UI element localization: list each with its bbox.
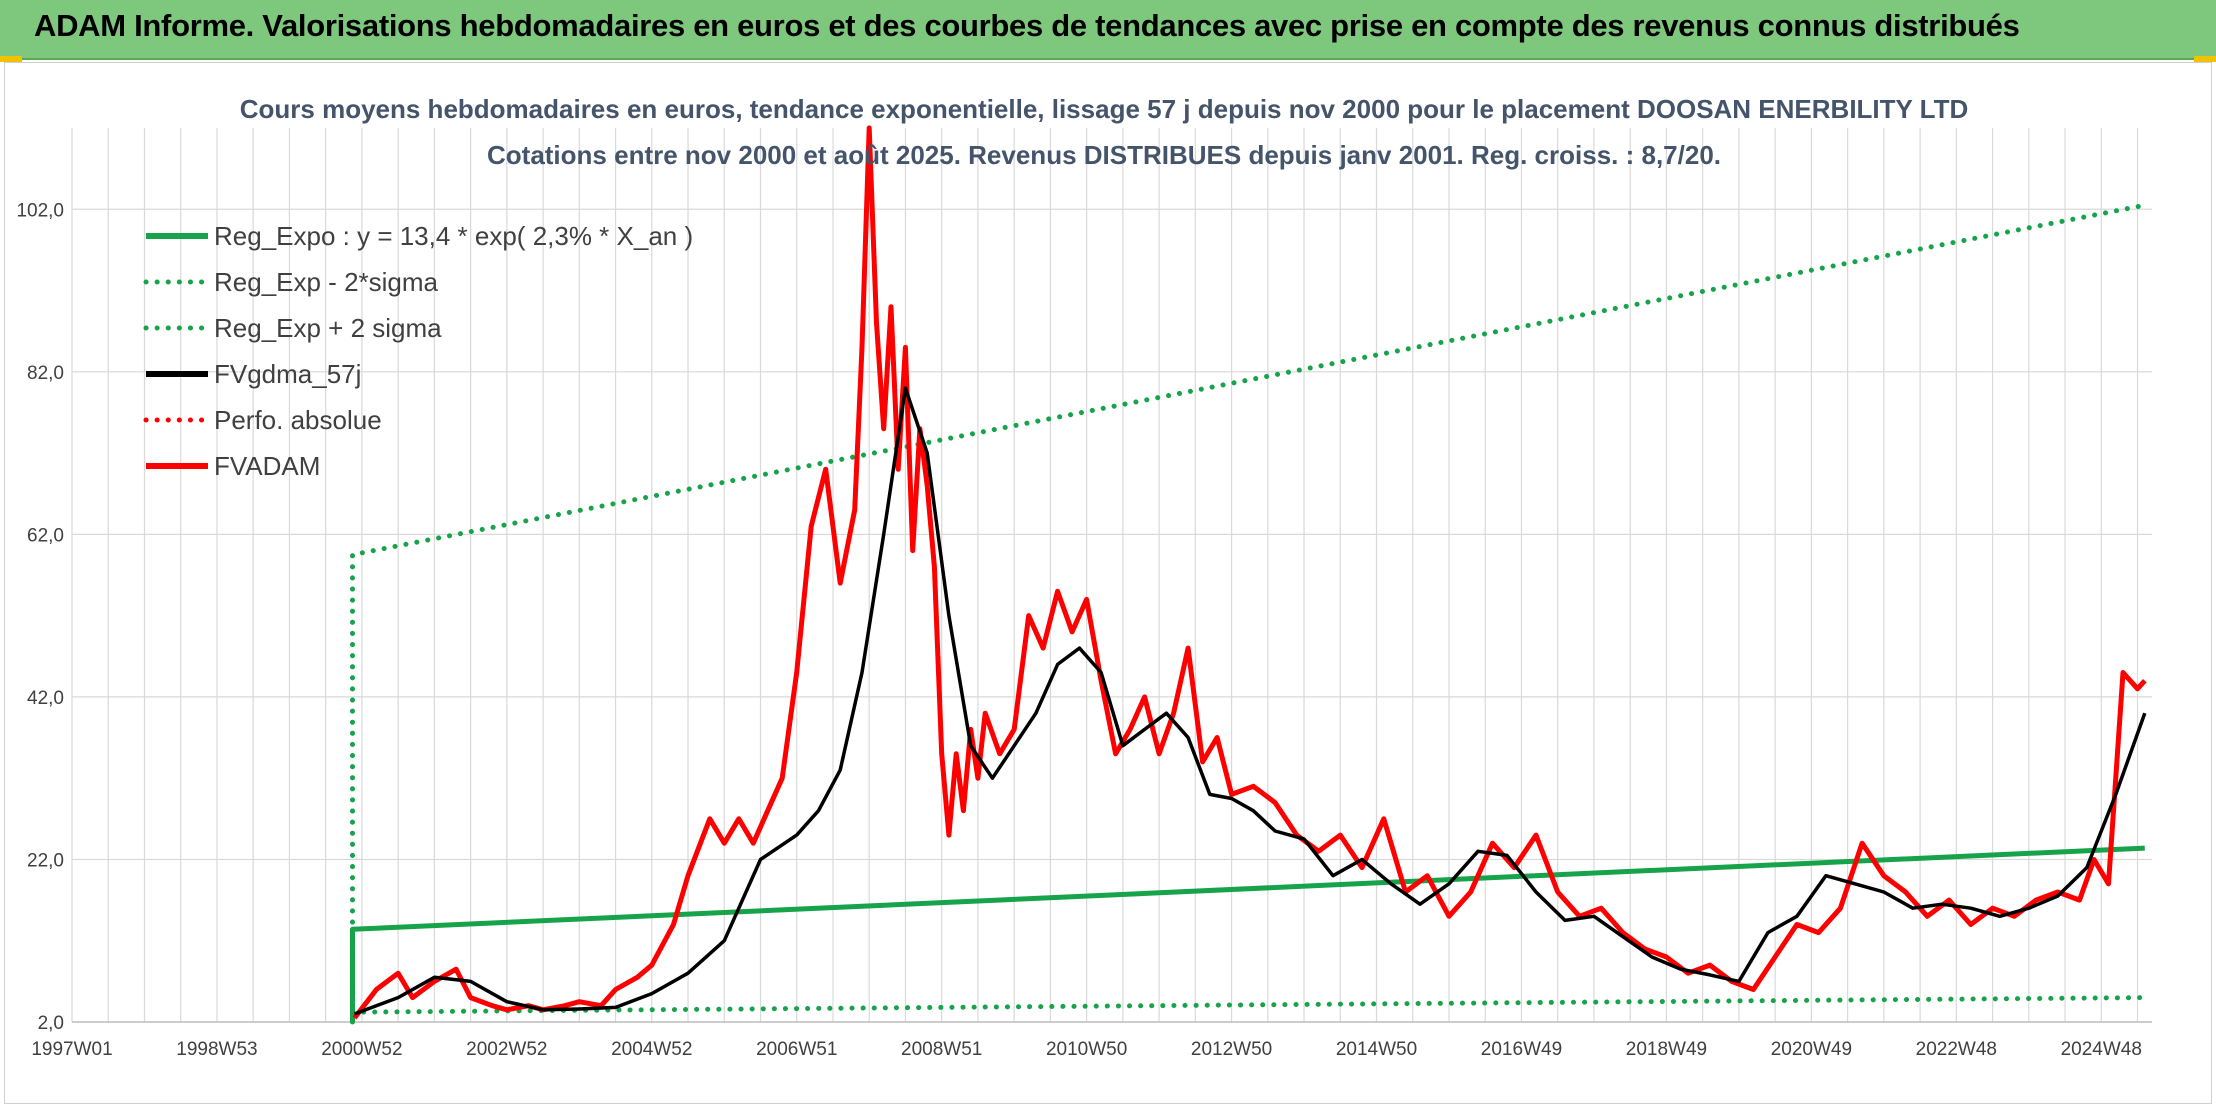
x-tick-label: 2024W48 — [2061, 1039, 2142, 1060]
grid-layer — [71, 128, 2152, 1023]
y-tick-label: 22,0 — [27, 850, 64, 871]
left-corner-accent — [0, 56, 22, 62]
series-line — [350, 845, 2145, 1022]
axis-layer: 2,0 22,0 42,0 62,0 82,0 102,0 1997W01 1998W53 20… — [16, 200, 2152, 1060]
chart-title-line: Cours moyens hebdomadaires en euros, ten… — [240, 94, 1969, 124]
y-tick-label: 82,0 — [27, 363, 64, 384]
x-tick-label: 2010W50 — [1046, 1039, 1127, 1060]
x-tick-label: 2018W49 — [1626, 1039, 1707, 1060]
x-tick-label: 2004W52 — [611, 1039, 692, 1060]
series-line — [353, 386, 2147, 1016]
x-tick-label: 2000W52 — [321, 1039, 402, 1060]
chart-title-layer: Cours moyens hebdomadaires en euros, ten… — [240, 94, 1969, 170]
series-layer — [350, 125, 2148, 1025]
x-tick-label: 1998W53 — [176, 1039, 257, 1060]
x-tick-label: 2014W50 — [1336, 1039, 1417, 1060]
legend-label: Reg_Expo : y = 13,4 * exp( 2,3% * X_an ) — [214, 221, 693, 251]
y-tick-label: 42,0 — [27, 688, 64, 709]
legend-label: Reg_Exp + 2 sigma — [214, 313, 442, 343]
y-tick-label: 102,0 — [16, 200, 64, 221]
x-tick-label: 2012W50 — [1191, 1039, 1272, 1060]
right-corner-accent — [2194, 56, 2216, 62]
legend-label: Reg_Exp - 2*sigma — [214, 267, 439, 297]
legend-label: FVgdma_57j — [214, 359, 361, 389]
chart-title-line: Cotations entre nov 2000 et août 2025. R… — [487, 140, 1721, 170]
x-tick-label: 2022W48 — [1916, 1039, 1997, 1060]
report-title: ADAM Informe. Valorisations hebdomadaire… — [34, 8, 2020, 43]
x-tick-label: 2006W51 — [756, 1039, 837, 1060]
x-tick-label: 2016W49 — [1481, 1039, 1562, 1060]
y-tick-label: 2,0 — [38, 1013, 64, 1034]
legend-label: FVADAM — [214, 451, 320, 481]
report-banner: ADAM Informe. Valorisations hebdomadaire… — [0, 0, 2216, 60]
x-tick-label: 2002W52 — [466, 1039, 547, 1060]
series-line — [350, 202, 2148, 1025]
legend-label: Perfo. absolue — [214, 405, 382, 435]
x-tick-label: 1997W01 — [31, 1039, 112, 1060]
series-line — [352, 125, 2147, 1020]
series-line — [350, 995, 2148, 1015]
x-tick-label: 2020W49 — [1771, 1039, 1852, 1060]
x-tick-label: 2008W51 — [901, 1039, 982, 1060]
legend: Reg_Expo : y = 13,4 * exp( 2,3% * X_an )… — [143, 221, 693, 481]
y-tick-label: 62,0 — [27, 525, 64, 546]
